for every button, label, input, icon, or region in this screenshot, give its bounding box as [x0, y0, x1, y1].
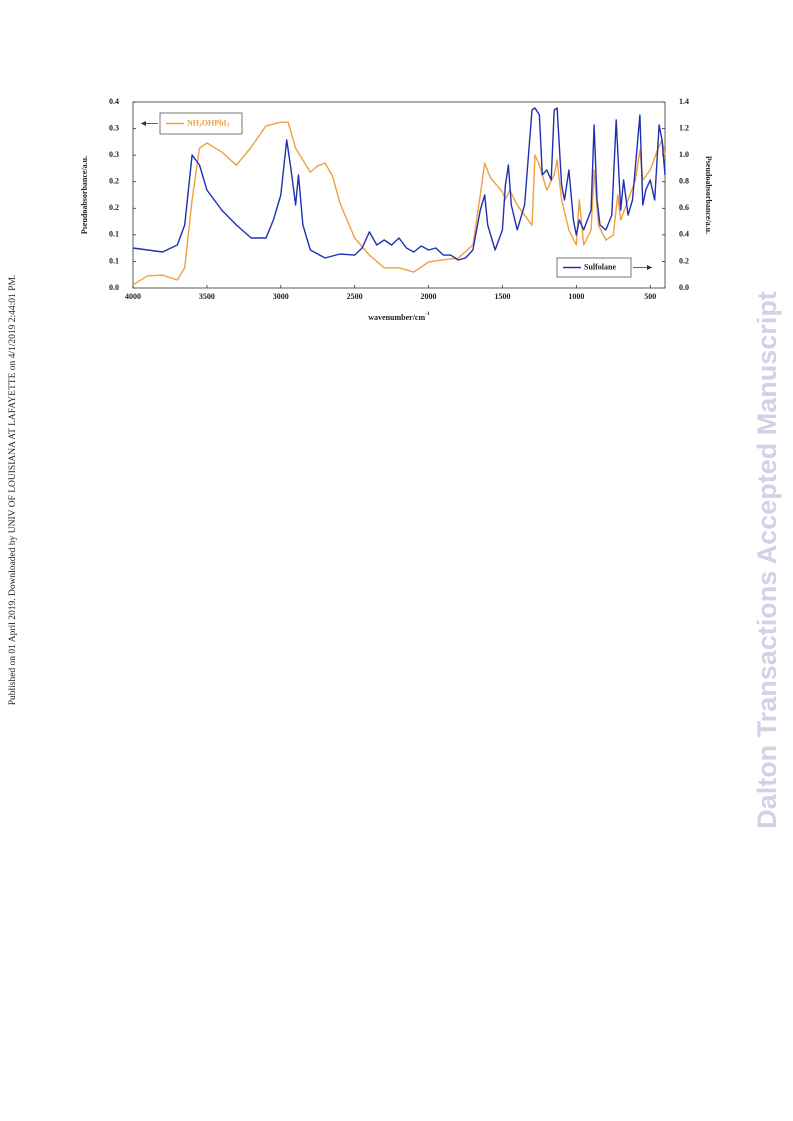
x-tick-label: 3000 — [273, 292, 289, 301]
y-tick-label: 0.2 — [109, 203, 119, 212]
legend-label: NH3OHPbI3 — [187, 118, 230, 128]
y-tick-label: 0.1 — [109, 256, 119, 265]
legend-box — [556, 257, 632, 278]
sidebar-note: Published on 01 April 2019. Downloaded b… — [8, 275, 18, 706]
x-tick-label: 4000 — [125, 292, 141, 301]
x-tick-label: 1500 — [494, 292, 510, 301]
x-tick-label: 500 — [644, 292, 656, 301]
legend-arrowhead — [647, 265, 652, 270]
x-axis-label: wavenumber/cm-1 — [368, 311, 430, 322]
series-line — [132, 107, 666, 261]
y2-tick-label: 1.0 — [679, 150, 689, 159]
y-tick-label: 0.0 — [109, 283, 119, 292]
y2-tick-label: 1.2 — [679, 123, 689, 132]
x-tick-label: 3500 — [199, 292, 215, 301]
y2-axis-label: Pseudoabsorbance/a.u. — [704, 156, 713, 234]
series-line — [132, 121, 666, 286]
legend-arrowhead — [141, 121, 146, 126]
y2-tick-label: 0.6 — [679, 203, 689, 212]
plot-frame — [132, 101, 666, 289]
y2-tick-label: 1.4 — [679, 97, 689, 106]
y2-tick-label: 0.4 — [679, 230, 689, 239]
y-tick-label: 0.1 — [109, 230, 119, 239]
y-axis-label: Pseudoabsorbance/a.u. — [80, 156, 89, 234]
y-tick-label: 0.4 — [109, 97, 119, 106]
legend-box — [159, 112, 243, 135]
watermark: Dalton Transactions Accepted Manuscript — [752, 291, 782, 829]
legend-label: Sulfolane — [584, 262, 616, 271]
y-tick-label: 0.3 — [109, 150, 119, 159]
y-tick-label: 0.3 — [109, 123, 119, 132]
y2-tick-label: 0.2 — [679, 256, 689, 265]
x-tick-label: 1000 — [568, 292, 584, 301]
y2-tick-label: 0.0 — [679, 283, 689, 292]
x-tick-label: 2000 — [421, 292, 437, 301]
y-tick-label: 0.2 — [109, 177, 119, 186]
x-tick-label: 2500 — [347, 292, 363, 301]
y2-tick-label: 0.8 — [679, 177, 689, 186]
